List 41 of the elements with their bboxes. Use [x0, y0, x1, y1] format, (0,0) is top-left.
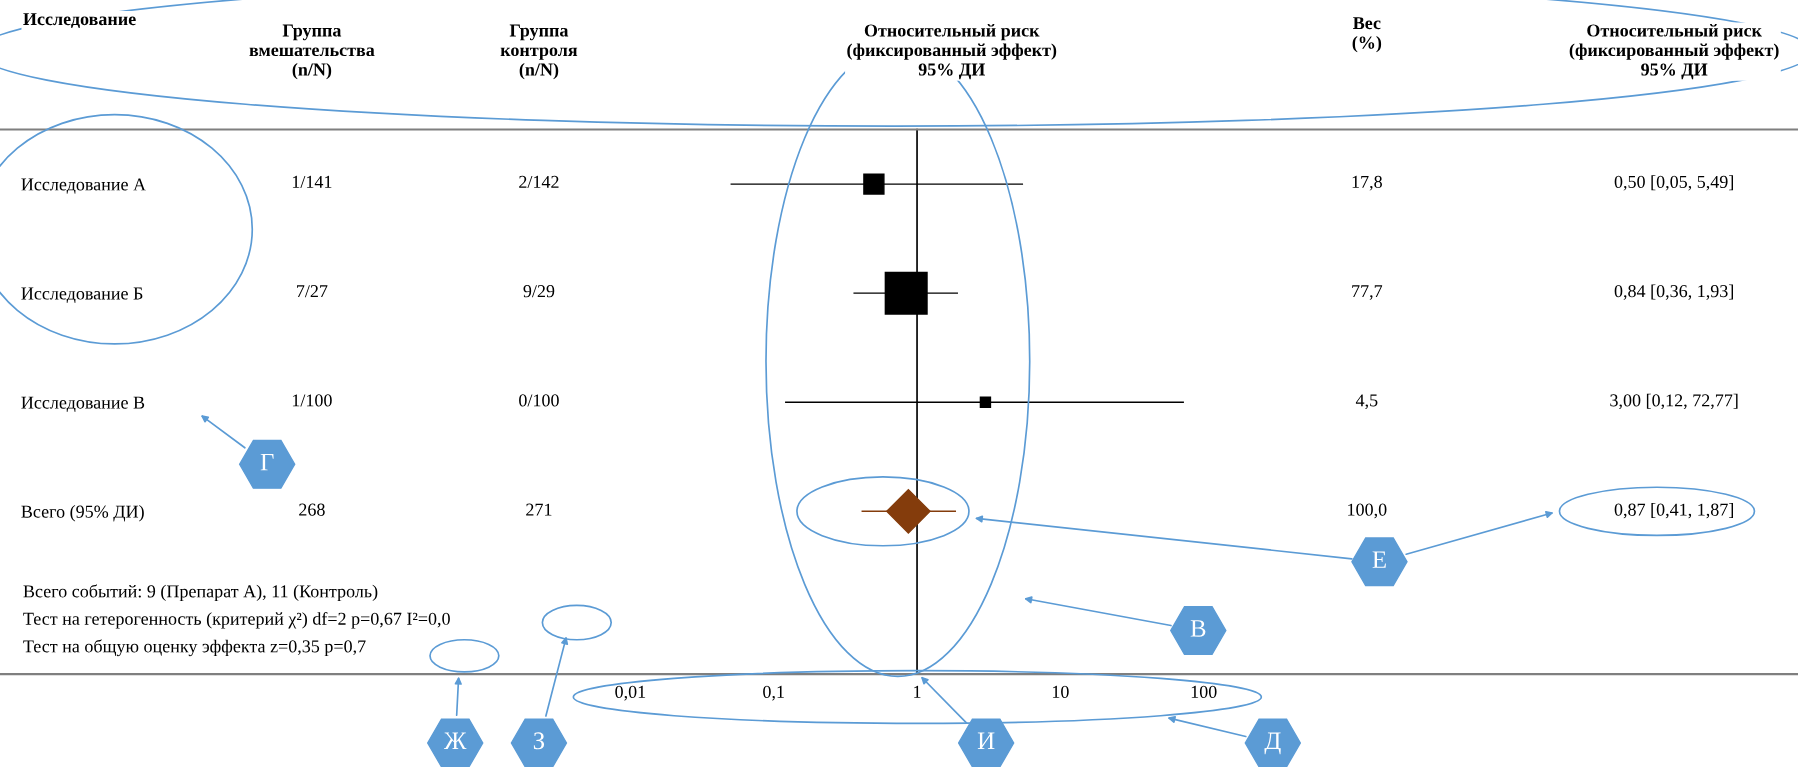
annotation: Всего событий: 9 (Препарат А), 11 (Контроль) [23, 584, 378, 602]
annotation: Е [1372, 551, 1386, 568]
x-tick-label: 0,1 [763, 685, 784, 701]
annotation: 1/141 [292, 175, 332, 188]
x-tick-label: 10 [1052, 685, 1069, 698]
text: Группа вмешательства (n/N) [249, 24, 375, 80]
x-tick-label: 0,01 [615, 685, 646, 701]
y-tick-label: Исследование Б [21, 287, 143, 303]
annotation: 271 [526, 503, 552, 516]
text: Относительный риск (фиксированный эффект) 95% ДИ [847, 23, 1057, 80]
annotation: 0/100 [519, 394, 559, 407]
annotation: 0,87 [0,41, 1,87] [1614, 503, 1733, 519]
y-tick-label: Исследование А [21, 178, 146, 194]
annotation: В [1190, 620, 1206, 637]
annotation: 4,5 [1355, 394, 1378, 410]
x-tick-label: 100 [1191, 685, 1217, 698]
annotation: 9/29 [523, 285, 555, 298]
annotation: 7/27 [297, 285, 328, 298]
text: Ж [444, 732, 467, 749]
annotation: 0,50 [0,05, 5,49] [1614, 175, 1733, 191]
annotation: 2/142 [519, 175, 559, 188]
text: З [533, 732, 545, 750]
x-tick-label: 1 [914, 685, 921, 698]
annotation: Тест на гетерогенность (критерий χ²) df=2 p=0,67 I²=0,0 [23, 611, 450, 629]
annotation: 100,0 [1348, 503, 1387, 519]
text: Д [1264, 732, 1281, 755]
annotation: 1/100 [292, 394, 332, 407]
text: Исследование [23, 13, 136, 29]
text: Вес (%) [1352, 17, 1382, 53]
annotation: 0,84 [0,36, 1,93] [1614, 284, 1733, 300]
annotation: 17,8 [1352, 175, 1382, 191]
annotation: 3,00 [0,12, 72,77] [1610, 393, 1738, 410]
y-tick-label: Исследование В [21, 396, 145, 412]
annotation: 268 [299, 503, 325, 516]
annotation: Г [260, 453, 274, 471]
text: Относительный риск (фиксированный эффект) 95% ДИ [1569, 23, 1779, 80]
text: И [977, 732, 995, 749]
text: Группа контроля (n/N) [500, 24, 578, 80]
annotation: Тест на общую оценку эффекта z=0,35 p=0,7 [23, 639, 366, 657]
annotation: 77,7 [1352, 285, 1383, 300]
y-tick-label: Всего (95% ДИ) [21, 505, 144, 522]
